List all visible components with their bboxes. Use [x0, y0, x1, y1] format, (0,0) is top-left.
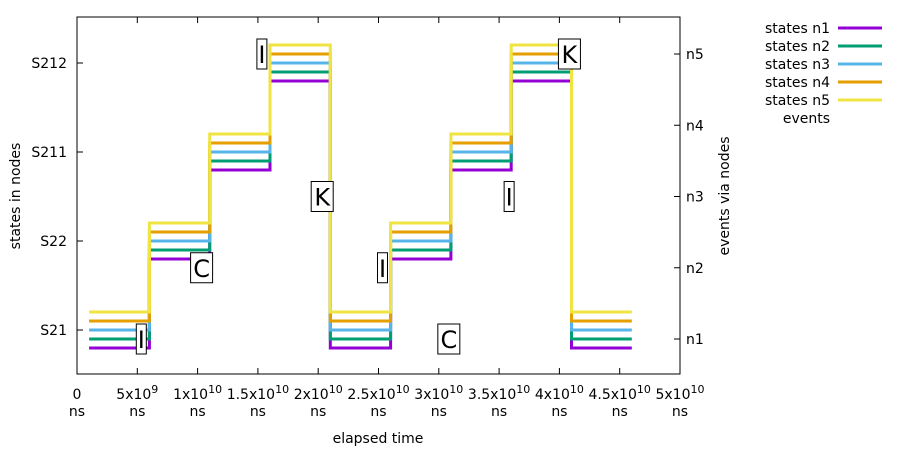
series-line-n3 — [89, 61, 632, 332]
y-axis-left-title: states in nodes — [8, 143, 24, 250]
x-tick-label: 3x1010 — [414, 383, 463, 403]
series-line-n5 — [89, 43, 632, 314]
x-tick-exponent: 10 — [396, 383, 410, 396]
events-layer: I C I K I C I K — [135, 38, 581, 355]
x-tick-unit: ns — [250, 404, 266, 420]
x-tick-exponent: 10 — [275, 383, 289, 396]
series-line-n4 — [89, 52, 632, 323]
y-right-tick-label: n5 — [686, 47, 704, 63]
event-box — [135, 323, 147, 355]
y-axis-right-title: events via nodes — [717, 136, 733, 255]
series-line-n1 — [89, 79, 632, 350]
y-right-tick-label: n1 — [686, 332, 704, 348]
event-label: C — [193, 255, 210, 283]
legend-label: states n1 — [765, 21, 830, 37]
x-tick-exponent: 10 — [691, 383, 705, 396]
x-tick-unit: ns — [129, 404, 145, 420]
legend-label: states n3 — [765, 57, 830, 73]
event-box — [256, 38, 268, 70]
x-tick-label: 3.5x1010 — [468, 383, 530, 403]
x-tick-exponent: 10 — [329, 383, 343, 396]
x-tick-unit: ns — [672, 404, 688, 420]
x-tick-unit: ns — [370, 404, 386, 420]
legend-label: states n4 — [765, 75, 830, 91]
y-right-tick-label: n3 — [686, 190, 704, 206]
y-axis-left: S21 S22 S211 S212 — [31, 56, 83, 339]
event-box — [503, 181, 515, 212]
x-tick-unit: ns — [310, 404, 326, 420]
legend: states n1 states n2 states n3 states n4 stat… — [765, 21, 882, 127]
event-label: I — [506, 184, 513, 212]
legend-label-events: events — [783, 111, 830, 127]
y-right-tick-label: n2 — [686, 261, 704, 277]
x-tick-unit: ns — [551, 404, 567, 420]
y-left-tick-label: S21 — [40, 323, 67, 339]
y-right-tick-label: n4 — [686, 118, 704, 134]
x-tick-label: 5x109 — [116, 383, 158, 403]
x-tick-exponent: 10 — [516, 383, 530, 396]
event-label: C — [440, 326, 457, 354]
event-label: I — [138, 326, 145, 354]
y-left-tick-label: S211 — [31, 145, 67, 161]
x-tick-unit: ns — [69, 404, 85, 420]
x-tick-label: 0 — [73, 387, 82, 403]
event-label: K — [314, 184, 331, 212]
x-tick-exponent: 9 — [151, 383, 158, 396]
event-label: I — [379, 255, 386, 283]
x-tick-label: 5x1010 — [655, 383, 704, 403]
x-tick-unit: ns — [190, 404, 206, 420]
x-tick-exponent: 10 — [570, 383, 584, 396]
x-tick-exponent: 10 — [637, 383, 651, 396]
event-box — [437, 323, 461, 355]
x-tick-exponent: 10 — [208, 383, 222, 396]
x-axis-title: elapsed time — [333, 431, 424, 447]
x-axis: 0ns5x109ns1x1010ns1.5x1010ns2x1010ns2.5x… — [69, 17, 705, 420]
x-tick-exponent: 10 — [449, 383, 463, 396]
x-tick-label: 2x1010 — [294, 383, 343, 403]
legend-label: states n2 — [765, 39, 830, 55]
y-left-tick-label: S212 — [31, 56, 67, 72]
series-line-n2 — [89, 70, 632, 341]
x-tick-label: 1x1010 — [173, 383, 222, 403]
y-axis-right: n1 n2 n3 n4 n5 — [674, 47, 704, 348]
x-tick-label: 2.5x1010 — [347, 383, 409, 403]
x-tick-unit: ns — [612, 404, 628, 420]
event-box — [557, 38, 581, 70]
series-layer — [89, 43, 632, 350]
x-tick-label: 4.5x1010 — [589, 383, 651, 403]
event-label: K — [562, 41, 579, 69]
event-box — [310, 181, 334, 212]
x-tick-unit: ns — [491, 404, 507, 420]
x-tick-unit: ns — [431, 404, 447, 420]
x-tick-label: 4x1010 — [535, 383, 584, 403]
event-box — [190, 252, 214, 284]
x-tick-label: 1.5x1010 — [227, 383, 289, 403]
y-left-tick-label: S22 — [40, 234, 67, 250]
event-box — [377, 252, 388, 284]
event-label: I — [258, 41, 265, 69]
legend-label: states n5 — [765, 93, 830, 109]
